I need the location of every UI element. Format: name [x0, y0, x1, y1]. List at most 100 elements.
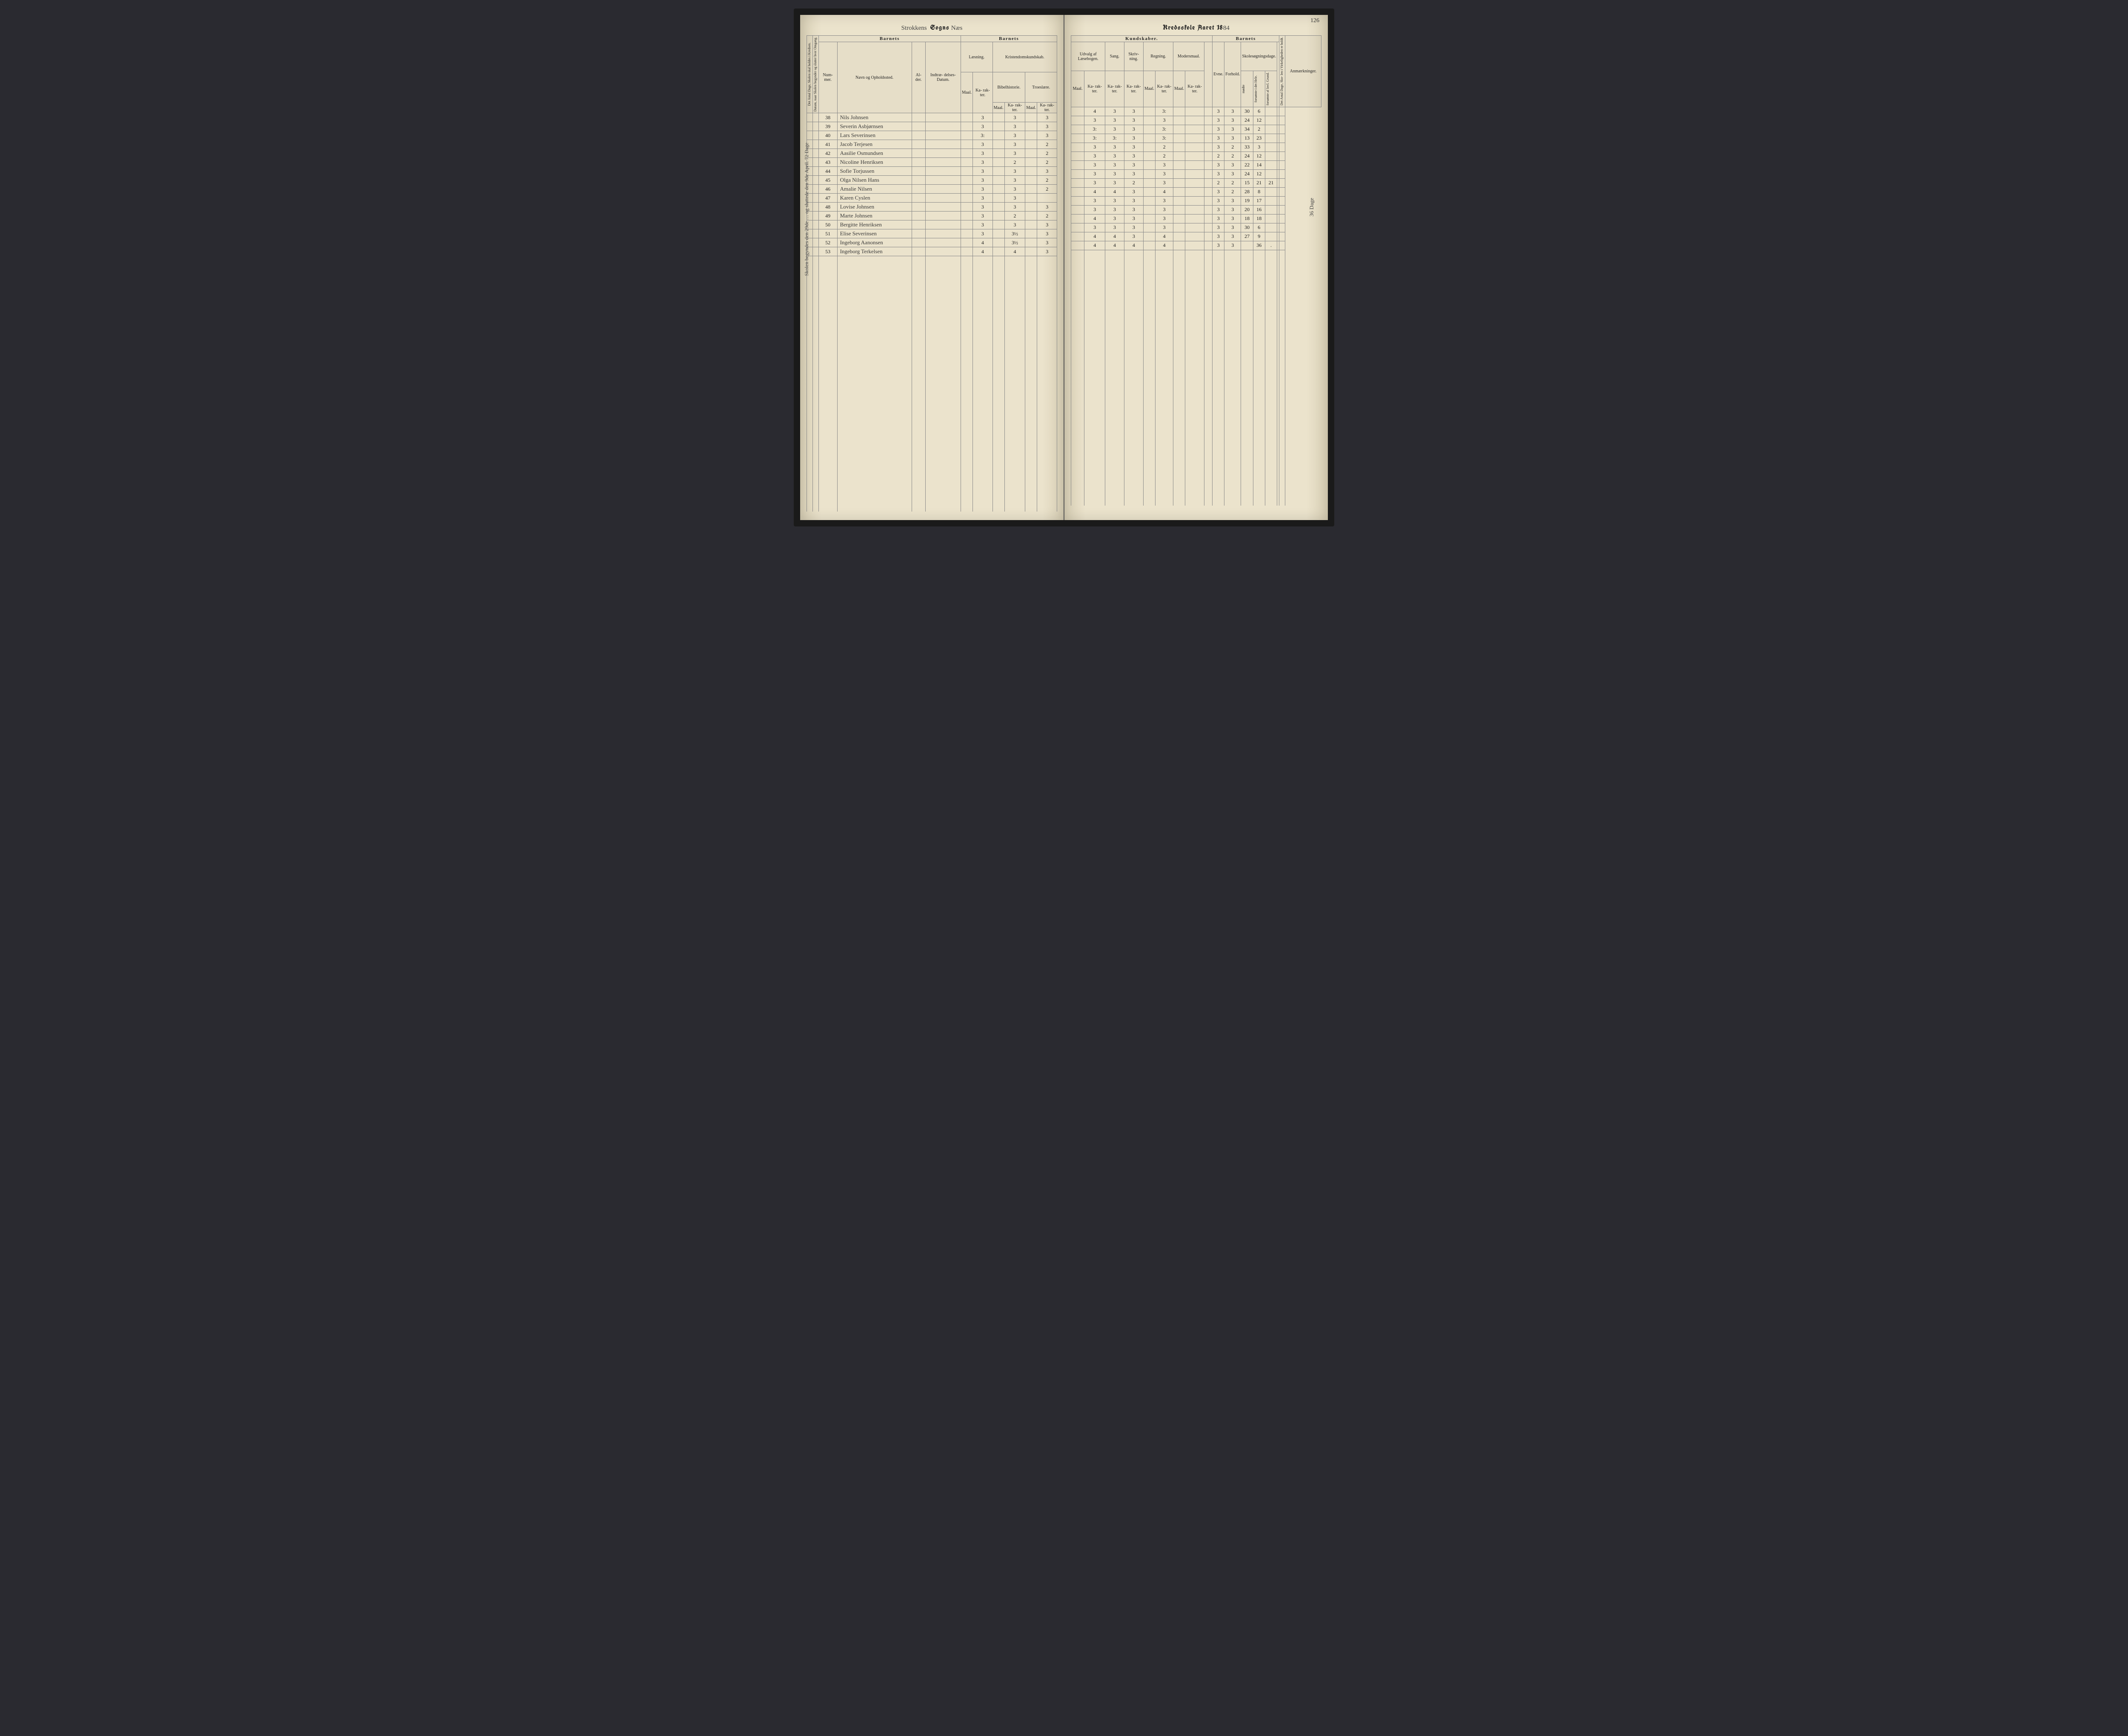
cell-evne: 3 — [1213, 134, 1224, 143]
cell-forhold: 2 — [1224, 143, 1241, 152]
cell-reg-k: 3 — [1156, 116, 1173, 125]
cell-sang: 3 — [1105, 205, 1124, 214]
blank-row — [1071, 403, 1321, 412]
cell-f1: 18 — [1253, 214, 1265, 223]
cell-reg-k: 3: — [1156, 107, 1173, 116]
cell-evne: 3 — [1213, 205, 1224, 214]
cell-reg-k: 3 — [1156, 178, 1173, 187]
cell-name: Bergitte Henriksen — [837, 220, 912, 229]
cell-skriv: 3 — [1124, 152, 1143, 160]
blank-row — [1071, 446, 1321, 455]
cell-f1: 23 — [1253, 134, 1265, 143]
cell-name: Ingeborg Terkelsen — [837, 247, 912, 256]
cell-bibel-k: 3 — [1004, 176, 1025, 185]
cell-f2 — [1265, 196, 1277, 205]
cell-reg-k: 3 — [1156, 160, 1173, 169]
cell-f2 — [1265, 187, 1277, 196]
cell-reg-k: 3 — [1156, 205, 1173, 214]
cell-bibel-k: 3 — [1004, 131, 1025, 140]
table-row: 49Marte Johnsen322 — [807, 212, 1057, 220]
cell-sang: 3 — [1105, 196, 1124, 205]
cell-udv-k: 3 — [1084, 160, 1105, 169]
cell-udv-k: 3 — [1084, 178, 1105, 187]
cell-bibel-k: 3 — [1004, 122, 1025, 131]
cell-modte: 13 — [1241, 134, 1253, 143]
blank-row — [807, 392, 1057, 401]
cell-sang: 3 — [1105, 178, 1124, 187]
blank-row — [1071, 369, 1321, 378]
cell-troes-k: 2 — [1037, 176, 1057, 185]
cell-num: 44 — [818, 167, 837, 176]
table-row: 47Karen Cyslen33 — [807, 194, 1057, 203]
cell-forhold: 3 — [1224, 205, 1241, 214]
blank-row — [807, 324, 1057, 333]
hdr-troes-maal: Maal. — [1025, 103, 1037, 113]
cell-udv-k: 4 — [1084, 187, 1105, 196]
blank-row — [807, 469, 1057, 478]
cell-modte: 24 — [1241, 116, 1253, 125]
cell-num: 51 — [818, 229, 837, 238]
title-year: 84 — [1223, 25, 1230, 31]
cell-udv-m — [1071, 178, 1084, 187]
cell-troes-k: 2 — [1037, 212, 1057, 220]
blank-row — [807, 426, 1057, 435]
cell-modte — [1241, 241, 1253, 250]
hdr-nummer: Num- mer. — [818, 42, 837, 113]
cell-udv-m — [1071, 196, 1084, 205]
hdr-modte: mødte — [1242, 84, 1246, 94]
cell-name: Ingeborg Aanonsen — [837, 238, 912, 247]
blank-row — [807, 282, 1057, 290]
blank-row — [1071, 361, 1321, 369]
blank-row — [1071, 480, 1321, 489]
blank-row — [807, 358, 1057, 367]
cell-forhold: 3 — [1224, 214, 1241, 223]
blank-row — [807, 495, 1057, 503]
blank-row — [807, 316, 1057, 324]
hdr-udv-kar: Ka- rak- ter. — [1084, 71, 1105, 107]
table-row: 443433279 — [1071, 232, 1321, 241]
cell-bibel-k: 4 — [1004, 247, 1025, 256]
cell-bibel-k: 3½ — [1004, 238, 1025, 247]
cell-udv-k: 3: — [1084, 134, 1105, 143]
hdr-indtr: Indtræ- delses- Datum. — [925, 42, 961, 113]
cell-num: 48 — [818, 203, 837, 212]
blank-row — [807, 265, 1057, 273]
cell-laes-k: 3 — [973, 220, 993, 229]
blank-row — [807, 333, 1057, 341]
table-row: 50Bergitte Henriksen333 — [807, 220, 1057, 229]
hdr-laes-maal: Maal. — [961, 72, 973, 113]
table-row: 4333331818 — [1071, 214, 1321, 223]
hdr-barnets1: Barnets — [818, 36, 961, 42]
hdr-skriv-kar: Ka- rak- ter. — [1124, 71, 1143, 107]
cell-forhold: 3 — [1224, 116, 1241, 125]
hdr-udvalg: Udvalg af Læsebogen. — [1071, 42, 1105, 71]
cell-bibel-k: 3 — [1004, 140, 1025, 149]
cell-bibel-k: 3 — [1004, 203, 1025, 212]
blank-row — [807, 443, 1057, 452]
cell-sang: 3 — [1105, 223, 1124, 232]
blank-row — [807, 375, 1057, 384]
cell-forhold: 3 — [1224, 125, 1241, 134]
cell-reg-k: 4 — [1156, 232, 1173, 241]
register-table-right: Kundskaber. Barnets Det Antal Dage, Sko-… — [1071, 35, 1321, 506]
blank-row — [807, 307, 1057, 316]
cell-udv-m — [1071, 152, 1084, 160]
cell-troes-k: 2 — [1037, 185, 1057, 194]
cell-modte: 19 — [1241, 196, 1253, 205]
cell-f1: 8 — [1253, 187, 1265, 196]
cell-sang: 3 — [1105, 143, 1124, 152]
cell-udv-k: 4 — [1084, 232, 1105, 241]
hdr-moders: Modersmaal. — [1173, 42, 1204, 71]
blank-row — [807, 503, 1057, 512]
blank-row — [807, 435, 1057, 443]
table-row: 332322152121 — [1071, 178, 1321, 187]
hdr-bibel-kar: Ka- rak- ter. — [1004, 103, 1025, 113]
cell-num: 42 — [818, 149, 837, 158]
blank-row — [807, 486, 1057, 495]
cell-evne: 3 — [1213, 187, 1224, 196]
hdr-reg-kar: Ka- rak- ter. — [1156, 71, 1173, 107]
blank-row — [1071, 420, 1321, 429]
hdr-navn: Navn og Opholdssted. — [837, 42, 912, 113]
cell-f2 — [1265, 169, 1277, 178]
cell-laes-k: 3 — [973, 122, 993, 131]
